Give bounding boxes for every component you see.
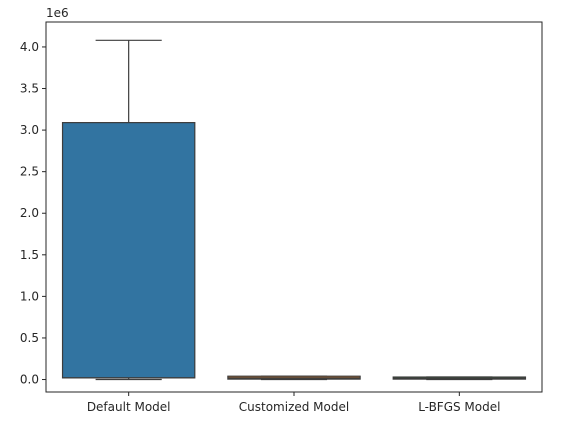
- y-tick-label: 3.5: [20, 82, 39, 96]
- y-tick-label: 0.5: [20, 331, 39, 345]
- box-body: [61, 122, 196, 379]
- box-2: [227, 375, 361, 381]
- box-3: [392, 376, 527, 381]
- x-tick-label: Default Model: [87, 400, 171, 414]
- boxes-layer: [61, 39, 527, 381]
- box-1: [61, 39, 196, 381]
- y-scale-label: 1e6: [46, 6, 69, 20]
- y-tick-label: 1.0: [20, 289, 39, 303]
- y-axis: 0.0 0.5 1.0 1.5 2.0 2.5 3.0 3.5 4.0: [20, 40, 46, 387]
- y-tick-label: 2.5: [20, 165, 39, 179]
- y-tick-label: 0.0: [20, 373, 39, 387]
- y-tick-label: 2.0: [20, 206, 39, 220]
- x-tick-label: Customized Model: [239, 400, 349, 414]
- y-tick-label: 3.0: [20, 123, 39, 137]
- y-tick-label: 1.5: [20, 248, 39, 262]
- y-tick-label: 4.0: [20, 40, 39, 54]
- x-tick-label: L-BFGS Model: [418, 400, 500, 414]
- x-axis: Default Model Customized Model L-BFGS Mode…: [87, 392, 500, 414]
